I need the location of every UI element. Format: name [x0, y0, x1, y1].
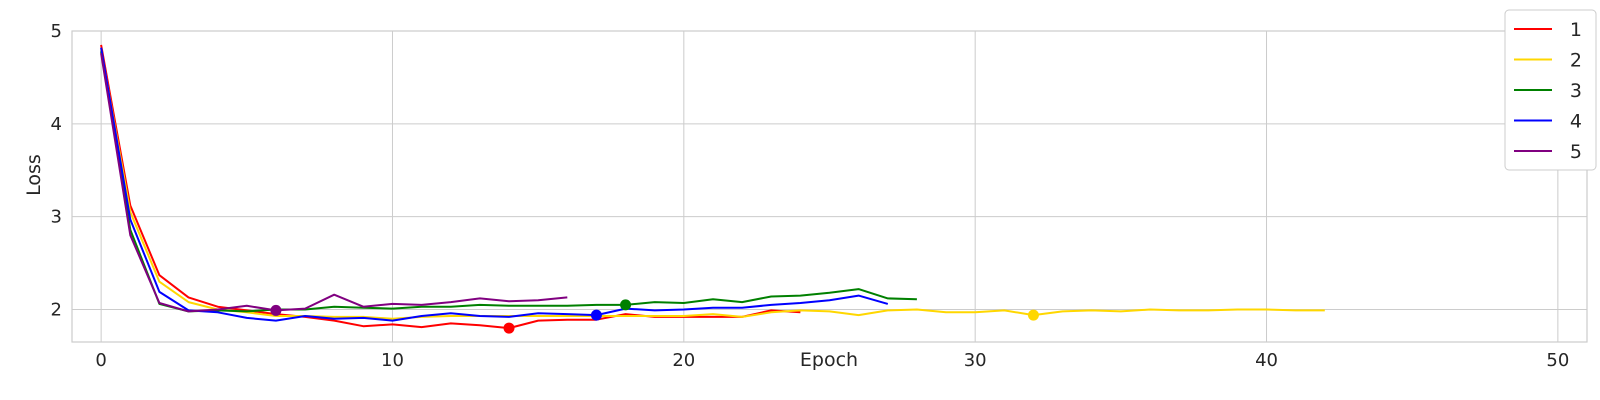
series-4-marker	[590, 309, 602, 321]
y-tick-label: 3	[51, 207, 62, 228]
plot-background	[72, 31, 1587, 342]
series-4-line	[100, 47, 889, 322]
legend-label-1: 1	[1570, 19, 1582, 41]
legend-label-2: 2	[1570, 50, 1582, 72]
series-3-line	[100, 51, 917, 313]
y-tick-label: 2	[51, 300, 62, 321]
y-tick-label: 5	[51, 21, 62, 42]
y-tick-label: 4	[51, 114, 62, 135]
x-tick-labels: 0 10 20 30 40 50	[95, 350, 1569, 371]
series-5-line	[100, 53, 568, 313]
x-tick-label: 0	[95, 350, 106, 371]
series-3-marker	[620, 299, 632, 311]
plot-frame	[71, 30, 1588, 343]
series-2-marker	[1027, 309, 1039, 321]
legend-label-3: 3	[1570, 80, 1582, 102]
x-tick-label: 20	[672, 350, 695, 371]
series-5-marker	[270, 304, 282, 316]
legend: 1 2 3 4 5	[1504, 9, 1597, 171]
x-tick-label: 10	[381, 350, 404, 371]
legend-label-5: 5	[1570, 141, 1582, 163]
x-axis-label: Epoch	[800, 349, 858, 371]
y-tick-labels: 2 3 4 5	[51, 21, 62, 321]
x-tick-label: 30	[964, 350, 987, 371]
series-1-marker	[503, 322, 515, 334]
y-axis-label: Loss	[23, 154, 45, 196]
x-tick-label: 40	[1255, 350, 1278, 371]
legend-label-4: 4	[1570, 111, 1582, 133]
series-lines	[100, 44, 1325, 330]
series-markers	[270, 299, 1039, 334]
x-tick-label: 50	[1546, 350, 1569, 371]
